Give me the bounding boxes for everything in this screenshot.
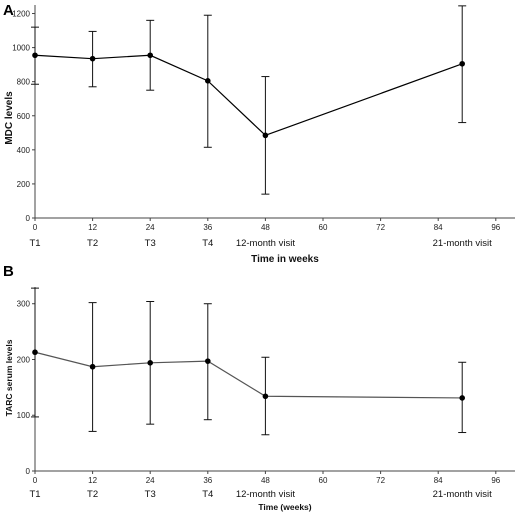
panel-a-x-tick-label: 12 [88, 223, 97, 232]
panel-a-data-point [89, 55, 96, 62]
panel-b-data-point [459, 395, 466, 401]
panel-b-data-point [262, 393, 269, 400]
panel-a-letter: A [3, 2, 14, 19]
panel-a-timepoint-label: T2 [87, 238, 98, 249]
panel-b-x-tick-label: 60 [319, 476, 328, 485]
panel-b-timepoint-label: T2 [87, 489, 98, 500]
panel-a-y-axis-title: MDC levels [4, 91, 15, 145]
panel-a-y-tick-label: 1000 [12, 44, 30, 53]
panel-b-y-tick-label: 0 [26, 467, 31, 476]
panel-b-timepoint-label: T4 [202, 489, 213, 500]
panel-b-y-tick-label: 100 [17, 411, 31, 420]
panel-a-y-tick-label: 0 [26, 214, 31, 223]
panel-a-y-tick-label: 400 [17, 146, 31, 155]
panel-a-x-tick-label: 84 [434, 223, 443, 232]
panel-b-x-tick-label: 96 [491, 476, 500, 485]
panel-b-x-axis-title: Time (weeks) [258, 502, 311, 512]
panel-a-data-point [262, 132, 269, 139]
panel-b-data-point [89, 363, 96, 370]
panel-b-x-tick-label: 48 [261, 476, 270, 485]
panel-b-timepoint-label: 12-month visit [236, 489, 295, 500]
panel-b-x-tick-label: 36 [203, 476, 212, 485]
panel-a-timepoint-label: T3 [145, 238, 156, 249]
panel-b-y-tick-label: 200 [17, 355, 31, 364]
panel-a-x-tick-label: 36 [203, 223, 212, 232]
panel-b-x-tick-label: 24 [146, 476, 155, 485]
panel-b-letter: B [3, 263, 14, 280]
panel-b-x-tick-label: 84 [434, 476, 443, 485]
panel-a-y-tick-label: 1200 [12, 10, 30, 19]
panel-a-x-tick-label: 48 [261, 223, 270, 232]
panel-b-data-point [147, 360, 153, 366]
panel-a-series-line [34, 54, 463, 137]
panel-a-x-tick-label: 0 [33, 223, 38, 232]
panel-b-y-axis-title: TARC serum levels [4, 339, 14, 416]
panel-b: 0 100 200 300 0 12 24 36 48 60 72 84 96 T1 T2 T3 T4 12-mo… [4, 287, 515, 512]
panel-a-x-tick-label: 96 [491, 223, 500, 232]
panel-a: 0 200 400 600 800 1000 1200 0 12 24 36 48 60 72 84 96 T1… [4, 5, 515, 265]
panel-b-x-tick-label: 72 [376, 476, 385, 485]
panel-a-x-tick-label: 24 [146, 223, 155, 232]
panel-a-timepoint-label: T1 [29, 238, 40, 249]
panel-a-x-tick-label: 72 [376, 223, 385, 232]
panel-a-data-point [205, 78, 211, 84]
panel-a-y-tick-label: 600 [17, 112, 31, 121]
panel-a-timepoint-label: 12-month visit [236, 238, 295, 249]
panel-a-y-tick-label: 200 [17, 180, 31, 189]
panel-a-x-axis-title: Time in weeks [251, 254, 319, 265]
panel-a-timepoint-label: 21-month visit [433, 238, 492, 249]
panel-b-data-point [32, 349, 38, 356]
panel-a-data-point [147, 52, 153, 59]
panel-a-timepoint-label: T4 [202, 238, 213, 249]
panel-b-y-tick-label: 300 [17, 300, 31, 309]
panel-a-data-point [459, 60, 466, 67]
panel-b-series-line [34, 351, 463, 399]
panel-b-timepoint-label: 21-month visit [433, 489, 492, 500]
panel-a-data-point [32, 52, 38, 59]
panel-b-x-tick-label: 12 [88, 476, 97, 485]
panel-a-y-tick-label: 800 [17, 78, 31, 87]
panel-b-timepoint-label: T3 [145, 489, 156, 500]
panel-b-timepoint-label: T1 [29, 489, 40, 500]
panel-b-x-tick-label: 0 [33, 476, 38, 485]
panel-b-data-point [205, 358, 211, 364]
panel-a-x-tick-label: 60 [319, 223, 328, 232]
